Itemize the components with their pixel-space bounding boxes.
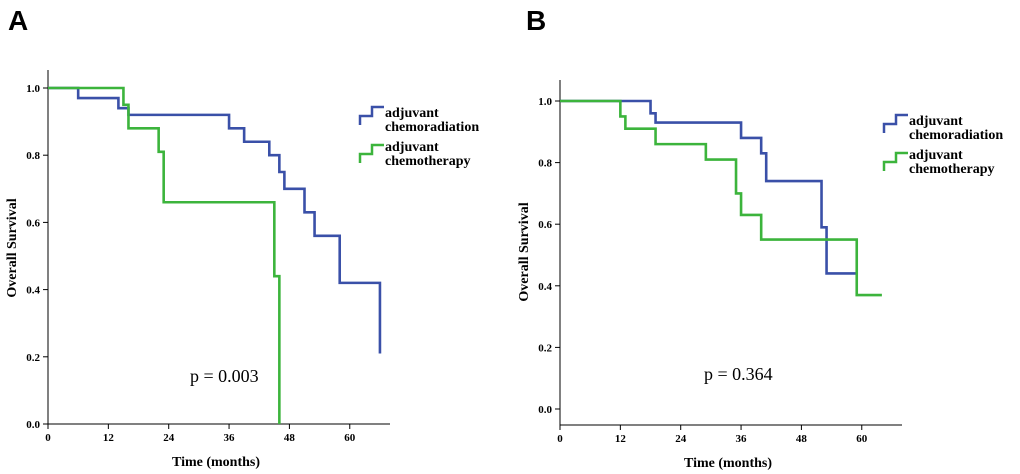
panel-b-x-tick-label: 12	[615, 433, 627, 445]
panel-b-x-tick-label: 60	[856, 433, 868, 445]
panel-b-ticks: 0.0 0.2 0.4 0.6 0.8 1.0 0 12 24 36 48 60	[538, 96, 868, 445]
panel-a-x-tick-label: 12	[103, 432, 115, 444]
panel-a-legend-swatch-chemoradiation	[358, 105, 384, 125]
panel-b-x-axis-title: Time (months)	[684, 456, 772, 471]
panel-b-y-tick-label: 0.2	[538, 342, 552, 354]
panel-a-legend-label-chemotherapy-2: chemotherapy	[385, 154, 471, 169]
panel-b-y-axis-title: Overall Survival	[517, 202, 532, 301]
panel-a-legend-label-chemotherapy-1: adjuvant	[385, 140, 439, 155]
panel-b-legend-label-chemoradiation-2: chemoradiation	[909, 128, 1003, 143]
panel-b-legend-label-chemotherapy-2: chemotherapy	[909, 162, 995, 177]
panel-b-curve-chemotherapy	[560, 99, 882, 297]
panel-b-y-tick-label: 1.0	[538, 96, 552, 108]
panel-b-curve-chemoradiation	[560, 99, 857, 275]
panel-b-x-tick-label: 48	[796, 433, 808, 445]
panel-a-y-tick-label: 0.4	[26, 285, 40, 297]
panel-b-y-tick-label: 0.4	[538, 281, 552, 293]
panel-b-legend-label-chemoradiation-1: adjuvant	[909, 114, 963, 129]
panel-a-y-tick-label: 0.6	[26, 217, 40, 229]
panel-a-curve-chemotherapy	[48, 86, 281, 424]
panel-a-ticks: 0.0 0.2 0.4 0.6 0.8 1.0 0 12 24 36 48 60	[26, 83, 356, 444]
panel-a-x-tick-label: 24	[163, 432, 175, 444]
panel-a-y-tick-label: 0.0	[26, 419, 40, 431]
panel-a-x-tick-label: 0	[45, 432, 51, 444]
panel-a-y-tick-label: 0.8	[26, 150, 40, 162]
panel-a-legend-label-chemoradiation-1: adjuvant	[385, 106, 439, 121]
panel-a-p-value: p = 0.003	[190, 366, 259, 386]
panel-a-legend-label-chemoradiation-2: chemoradiation	[385, 120, 479, 135]
panel-a-y-tick-label: 0.2	[26, 352, 40, 364]
panel-a-x-tick-label: 48	[284, 432, 296, 444]
panel-b-legend-label-chemotherapy-1: adjuvant	[909, 148, 963, 163]
panel-a-series	[48, 86, 382, 424]
panel-a: A Overall Survival Time (months) p = 0.0…	[5, 5, 479, 470]
panel-a-legend: adjuvant chemoradiation adjuvant chemoth…	[358, 105, 479, 169]
panel-b-p-value: p = 0.364	[704, 364, 773, 384]
panel-b-x-tick-label: 36	[736, 433, 748, 445]
panel-b-legend: adjuvant chemoradiation adjuvant chemoth…	[882, 113, 1003, 177]
panel-b-legend-swatch-chemoradiation	[882, 113, 908, 133]
panel-a-x-tick-label: 36	[224, 432, 236, 444]
panel-a-x-axis-title: Time (months)	[172, 455, 260, 470]
panel-a-legend-swatch-chemotherapy	[358, 143, 384, 163]
panel-a-curve-chemoradiation	[48, 86, 382, 354]
panel-a-y-axis-title: Overall Survival	[5, 198, 20, 297]
panel-b-y-tick-label: 0.0	[538, 404, 552, 416]
panel-b-y-tick-label: 0.8	[538, 158, 552, 170]
panel-b: B Overall Survival Time (months) p = 0.3…	[517, 5, 1003, 471]
panel-a-x-tick-label: 60	[344, 432, 356, 444]
panel-b-series	[560, 99, 882, 297]
panel-b-y-tick-label: 0.6	[538, 219, 552, 231]
panel-b-x-tick-label: 0	[557, 433, 563, 445]
panel-b-label: B	[526, 5, 546, 36]
panel-a-label: A	[8, 5, 28, 36]
panel-a-y-tick-label: 1.0	[26, 83, 40, 95]
panel-b-x-tick-label: 24	[675, 433, 687, 445]
panel-b-legend-swatch-chemotherapy	[882, 151, 908, 171]
